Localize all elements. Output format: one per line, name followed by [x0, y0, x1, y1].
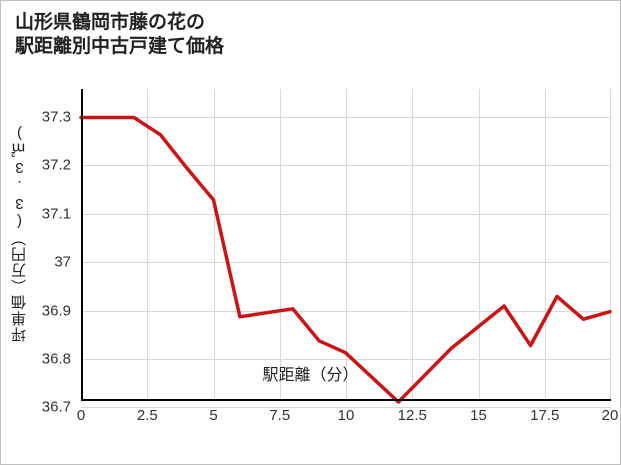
ytick-37.3: 37.3 — [11, 109, 71, 126]
xtick-12.5: 12.5 — [392, 407, 432, 424]
xtick-17.5: 17.5 — [525, 407, 565, 424]
y-axis-title: 坪単価（万円）(3.3㎡) — [9, 124, 30, 342]
y-axis-line — [81, 89, 83, 401]
xtick-10.0: 10 — [326, 407, 366, 424]
xtick-0.0: 0 — [61, 407, 101, 424]
chart-title: 山形県鶴岡市藤の花の 駅距離別中古戸建て価格 — [15, 11, 224, 59]
x-axis-title: 駅距離（分） — [262, 361, 358, 385]
xtick-2.5: 2.5 — [127, 407, 167, 424]
xtick-20.0: 20 — [590, 407, 621, 424]
x-axis-line — [81, 399, 611, 401]
price-line-series — [81, 89, 611, 401]
xtick-5.0: 5 — [194, 407, 234, 424]
xtick-7.5: 7.5 — [260, 407, 300, 424]
xtick-15.0: 15 — [459, 407, 499, 424]
ytick-36.8: 36.8 — [11, 351, 71, 368]
chart-container: 山形県鶴岡市藤の花の 駅距離別中古戸建て価格 37.3 37.2 37.1 37… — [0, 0, 621, 465]
plot-area: 37.3 37.2 37.1 37 36.9 36.8 36.7 0 2.5 5… — [81, 89, 611, 401]
